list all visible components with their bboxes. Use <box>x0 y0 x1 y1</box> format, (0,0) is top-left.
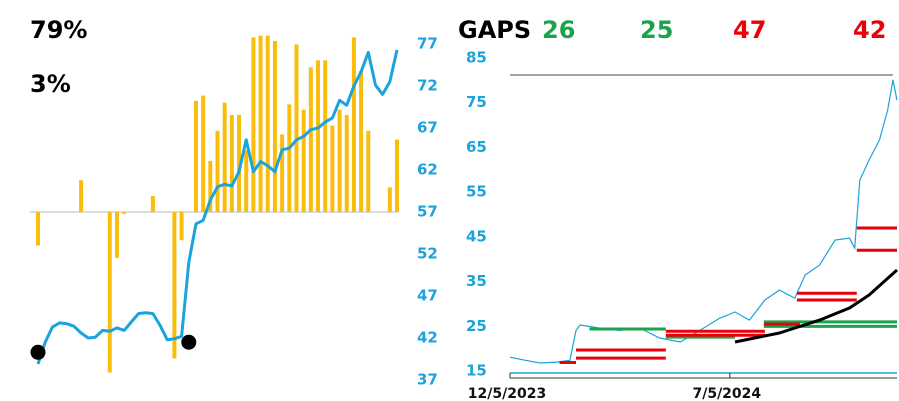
y-tick-label: 52 <box>417 245 438 263</box>
bar <box>308 67 313 213</box>
bar <box>244 150 249 212</box>
y-tick-label: 65 <box>466 138 487 156</box>
chart-title: GAPS <box>458 16 531 44</box>
gap-count: 47 <box>733 16 766 44</box>
y-tick-label: 57 <box>417 203 438 221</box>
bar <box>344 114 349 212</box>
x-tick-label: 7/5/2024 <box>692 386 761 401</box>
y-tick-label: 15 <box>466 362 487 380</box>
bar <box>294 44 299 212</box>
bar <box>351 37 356 212</box>
bar <box>323 60 328 212</box>
y-tick-label: 62 <box>417 161 438 179</box>
y-tick-label: 25 <box>466 317 487 335</box>
gap-count: 25 <box>640 16 673 44</box>
y-tick-label: 67 <box>417 119 438 137</box>
marker <box>30 344 46 360</box>
price-line <box>509 79 898 364</box>
bar <box>79 180 84 212</box>
bar <box>395 139 399 212</box>
stat-label: 79% <box>30 16 87 44</box>
bar <box>229 114 234 212</box>
bar <box>107 212 112 373</box>
bar <box>215 130 220 212</box>
bar <box>201 95 206 212</box>
bar <box>114 212 119 258</box>
bar <box>222 102 227 212</box>
bar <box>366 130 371 212</box>
x-tick-label: 12/5/2023 <box>468 386 546 401</box>
bar <box>301 109 306 212</box>
bar <box>36 212 40 246</box>
bar <box>272 40 277 212</box>
bar <box>258 35 263 212</box>
bar <box>287 104 292 212</box>
y-tick-label: 42 <box>417 329 438 347</box>
y-tick-label: 85 <box>466 49 487 67</box>
bar <box>280 134 285 212</box>
bar <box>237 114 242 212</box>
bar <box>150 196 155 212</box>
bar <box>387 187 392 212</box>
bar <box>208 160 213 212</box>
y-tick-label: 75 <box>466 93 487 111</box>
bar <box>265 35 270 212</box>
y-tick-label: 47 <box>417 287 438 305</box>
stat-label: 3% <box>30 70 71 98</box>
bar <box>122 212 127 214</box>
gap-count: 42 <box>853 16 886 44</box>
marker <box>181 334 197 350</box>
bar <box>316 60 321 212</box>
gap-count: 26 <box>542 16 575 44</box>
y-tick-label: 37 <box>417 371 438 389</box>
bar <box>179 212 184 241</box>
bar <box>359 70 364 212</box>
bar <box>172 212 177 359</box>
trend-curve <box>734 268 899 344</box>
bar <box>337 109 342 212</box>
y-tick-label: 45 <box>466 227 487 245</box>
y-tick-label: 72 <box>417 77 438 95</box>
y-tick-label: 35 <box>466 272 487 290</box>
bar <box>330 125 335 212</box>
y-tick-label: 77 <box>417 35 438 53</box>
bar <box>251 37 256 212</box>
line <box>36 49 399 365</box>
bar <box>193 100 198 212</box>
y-tick-label: 55 <box>466 183 487 201</box>
